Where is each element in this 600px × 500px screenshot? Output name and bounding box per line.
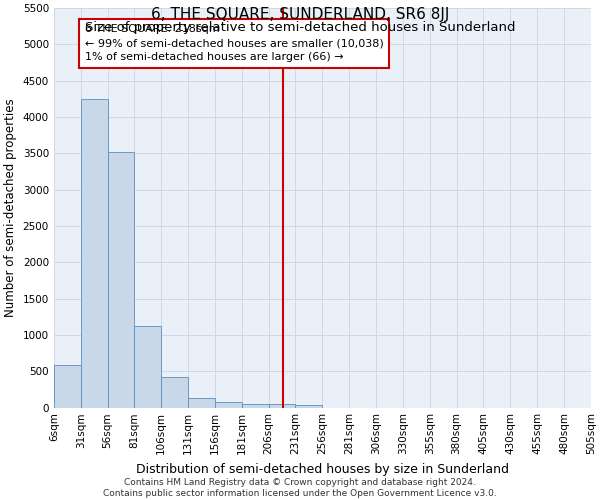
Bar: [188, 398, 215, 407]
Text: 6, THE SQUARE, SUNDERLAND, SR6 8JJ: 6, THE SQUARE, SUNDERLAND, SR6 8JJ: [151, 8, 449, 22]
Text: Contains HM Land Registry data © Crown copyright and database right 2024.
Contai: Contains HM Land Registry data © Crown c…: [103, 478, 497, 498]
X-axis label: Distribution of semi-detached houses by size in Sunderland: Distribution of semi-detached houses by …: [136, 463, 509, 476]
Bar: [107, 152, 134, 407]
Text: Size of property relative to semi-detached houses in Sunderland: Size of property relative to semi-detach…: [85, 21, 515, 34]
Bar: [134, 326, 161, 407]
Y-axis label: Number of semi-detached properties: Number of semi-detached properties: [4, 98, 17, 317]
Bar: [161, 377, 188, 408]
Bar: [242, 404, 269, 407]
Bar: [215, 402, 242, 407]
Bar: [269, 404, 295, 407]
Bar: [295, 406, 322, 407]
Bar: [54, 366, 80, 408]
Text: 6 THE SQUARE: 218sqm
← 99% of semi-detached houses are smaller (10,038)
1% of se: 6 THE SQUARE: 218sqm ← 99% of semi-detac…: [85, 24, 383, 62]
Bar: [80, 99, 107, 408]
